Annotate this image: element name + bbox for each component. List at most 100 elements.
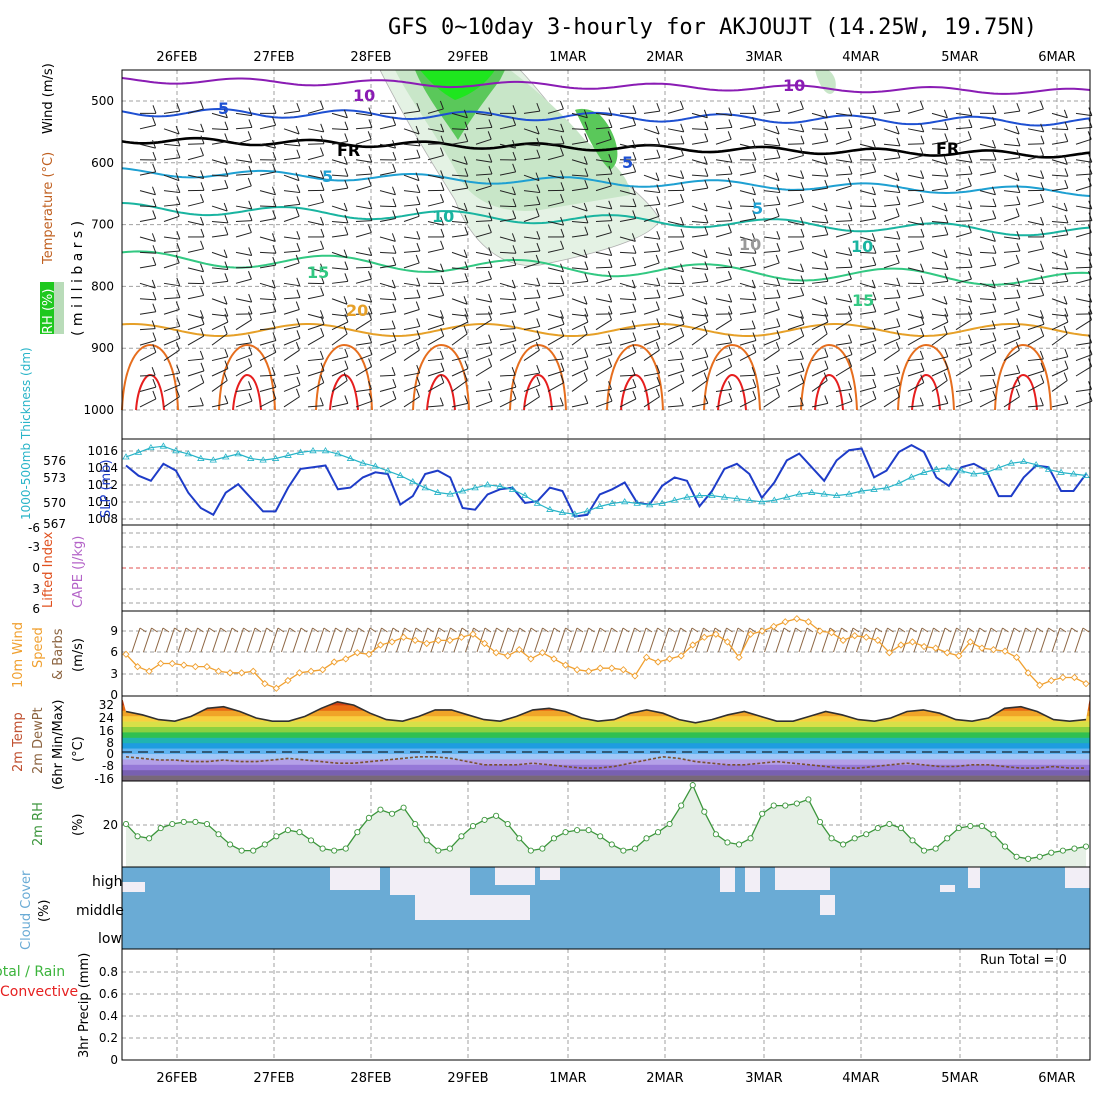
wind-barb: [475, 232, 492, 238]
surface-barb-flag: [1048, 627, 1055, 633]
surface-barb-flag: [898, 627, 906, 633]
wind-barb-flag: [704, 179, 709, 189]
contour-30: [232, 373, 262, 411]
wind-barb-flag: [631, 320, 636, 329]
surface-barb: [396, 627, 405, 653]
surface-barb: [1074, 627, 1084, 653]
wind-barb: [1003, 372, 1020, 377]
wind-barb-flag: [608, 311, 612, 320]
wind-barb-flag: [872, 163, 877, 173]
wind-barb-flag: [415, 388, 420, 397]
wind-barb: [643, 203, 660, 207]
wind-barb-flag: [560, 240, 565, 249]
wind-barb-flag: [392, 139, 396, 149]
wind-barb-flag: [992, 117, 997, 126]
wind-barb-flag: [608, 212, 613, 221]
wind-barb-flag: [799, 350, 804, 360]
rh-marker: [481, 816, 488, 823]
surface-barb: [304, 627, 313, 653]
wind-barb-flag: [583, 249, 588, 258]
wind-barb-flag: [536, 277, 541, 286]
wind-barb-flag: [752, 344, 757, 353]
wind-barb: [427, 174, 444, 179]
wind-speed-marker: [608, 664, 616, 672]
wind-barb-flag: [1016, 289, 1021, 298]
wind-barb: [1003, 143, 1020, 147]
wind-speed-marker: [515, 645, 523, 654]
wind-barb-flag: [152, 344, 157, 353]
wind-barb: [211, 234, 228, 238]
wind-barb: [331, 221, 348, 224]
wind-barb-flag: [872, 139, 876, 149]
rh-marker: [342, 845, 349, 852]
wind-barb-flag: [608, 305, 613, 315]
wind-barb: [499, 311, 516, 315]
thickness-marker: [496, 482, 504, 489]
wind-barb-flag: [464, 121, 469, 130]
rh-marker: [909, 837, 916, 844]
rh-marker: [735, 841, 743, 848]
wind-barb: [403, 157, 420, 161]
wind-speed-marker: [1082, 679, 1090, 688]
wind-barb-flag: [991, 367, 996, 376]
contour-20: [121, 323, 1091, 337]
contour-label: 5: [322, 167, 333, 186]
rh2m-ticks: 20: [103, 818, 118, 832]
wind-barb-flag: [175, 208, 180, 217]
wind-barb-flag: [1015, 301, 1020, 310]
wind-barb: [475, 205, 492, 210]
wind-barb: [1003, 250, 1020, 253]
wind-barb: [475, 298, 492, 303]
wind-barb: [451, 205, 468, 212]
wind-barb-flag: [608, 293, 613, 303]
wind-speed-marker: [226, 669, 234, 677]
wind-barb: [139, 328, 156, 331]
wind-barb-flag: [487, 224, 492, 233]
wind-barb: [955, 365, 972, 377]
wind-barb: [979, 251, 997, 254]
wind-barb: [1003, 157, 1020, 161]
wind-barb-flag: [416, 196, 421, 205]
wind-barb: [883, 282, 900, 287]
wind-barb-flag: [824, 168, 829, 177]
wind-barb-flag: [199, 310, 204, 319]
wind-barb-flag: [800, 228, 805, 238]
wind-barb: [715, 112, 732, 117]
rh-marker: [1059, 847, 1066, 854]
rh-legend-swatch-light: [54, 282, 64, 334]
wind-barb-flag: [176, 149, 181, 158]
thickness-marker: [907, 473, 916, 480]
wind-barb-flag: [416, 289, 421, 298]
wind-barb-flag: [1040, 275, 1045, 284]
surface-barb-flag: [542, 627, 549, 633]
wind-barb: [523, 157, 540, 161]
wind-barb: [931, 159, 948, 165]
wind-barb-flag: [536, 376, 541, 386]
wind-barb-flag: [1016, 364, 1021, 374]
wind-barb: [187, 155, 204, 161]
rh-marker: [1025, 855, 1032, 862]
wind-speed-marker: [284, 676, 292, 685]
slp-grid: [122, 439, 1090, 525]
wind-barb: [451, 187, 468, 192]
cloud-middle-label: middle: [76, 903, 124, 919]
wind-barb: [523, 396, 540, 408]
wind-barb: [955, 354, 973, 362]
wind-barb-flag: [847, 177, 852, 187]
wind-barb-flag: [631, 233, 636, 242]
wind-barb-flag: [800, 182, 805, 191]
wind-barb-flag: [488, 293, 493, 303]
wind-barb-flag: [584, 348, 589, 357]
wind-barb: [451, 298, 468, 305]
wind-barb: [715, 138, 732, 145]
wind-barb: [859, 328, 876, 331]
li-tick: -3: [28, 540, 40, 554]
wind-barb-flag: [272, 198, 277, 207]
wind-barb-flag: [272, 151, 277, 161]
wind-barb-flag: [368, 200, 373, 210]
wind-barb: [187, 221, 204, 226]
thickness-marker: [458, 487, 467, 494]
wind-barb: [955, 220, 973, 223]
wind-barb: [523, 282, 540, 287]
wind-barb-flag: [703, 202, 708, 212]
